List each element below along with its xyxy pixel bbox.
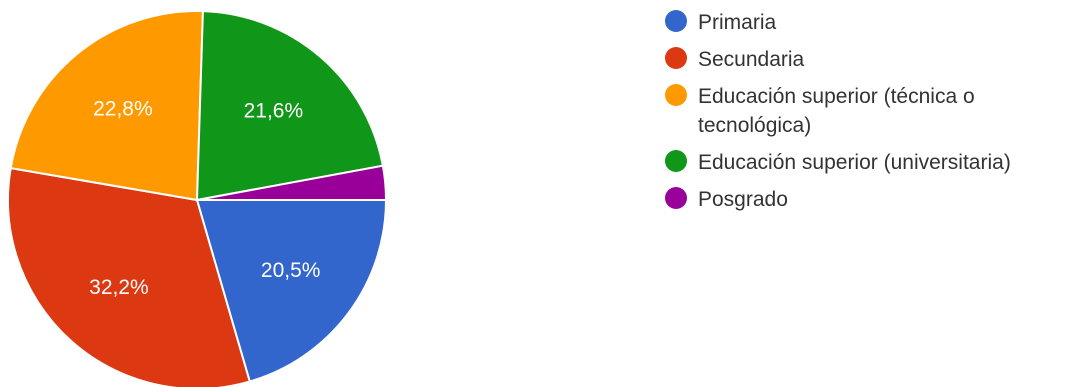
slice-label-secundaria: 32,2% [89,276,149,299]
legend-label: Educación superior (universitaria) [698,151,1011,174]
legend-swatch [665,10,687,32]
legend-item-educacion-superior-universitaria: Educación superior (universitaria) [665,148,1085,177]
pie-slice-educacion-superior-tecnica-o-tecnologica [9,10,204,202]
pie-slice-posgrado [196,164,388,201]
legend-swatch [665,150,687,172]
legend-item-secundaria: Secundaria [665,45,1085,74]
pie-slice-educacion-superior-universitaria [195,10,385,202]
legend-label: Secundaria [698,48,805,71]
slice-label-educacion-superior-universitaria: 21,6% [244,100,304,123]
legend-item-posgrado: Posgrado [665,185,1085,214]
pie-slice-primaria [195,199,388,383]
legend-swatch [665,187,687,209]
slice-label-educacion-superior-tecnica-o-tecnologica: 22,8% [93,98,153,121]
pie-slice-labels: 20,5% 32,2% 22,8% 21,6% [89,98,320,299]
legend-label: Primaria [698,11,777,34]
legend-label: Posgrado [698,188,788,211]
pie-slice-secundaria [7,166,251,387]
legend: Primaria Secundaria Educación superior (té… [665,8,1085,222]
legend-item-educacion-superior-tecnica-o-tecnologica: Educación superior (técnica o tecnológic… [665,82,1085,140]
pie-chart: 20,5% 32,2% 22,8% 21,6% [7,10,388,387]
slice-label-primaria: 20,5% [261,259,321,282]
legend-swatch [665,84,687,106]
legend-swatch [665,47,687,69]
legend-item-primaria: Primaria [665,8,1085,37]
pie-slices [7,10,388,387]
legend-label: Educación superior (técnica o tecnológic… [698,85,975,137]
